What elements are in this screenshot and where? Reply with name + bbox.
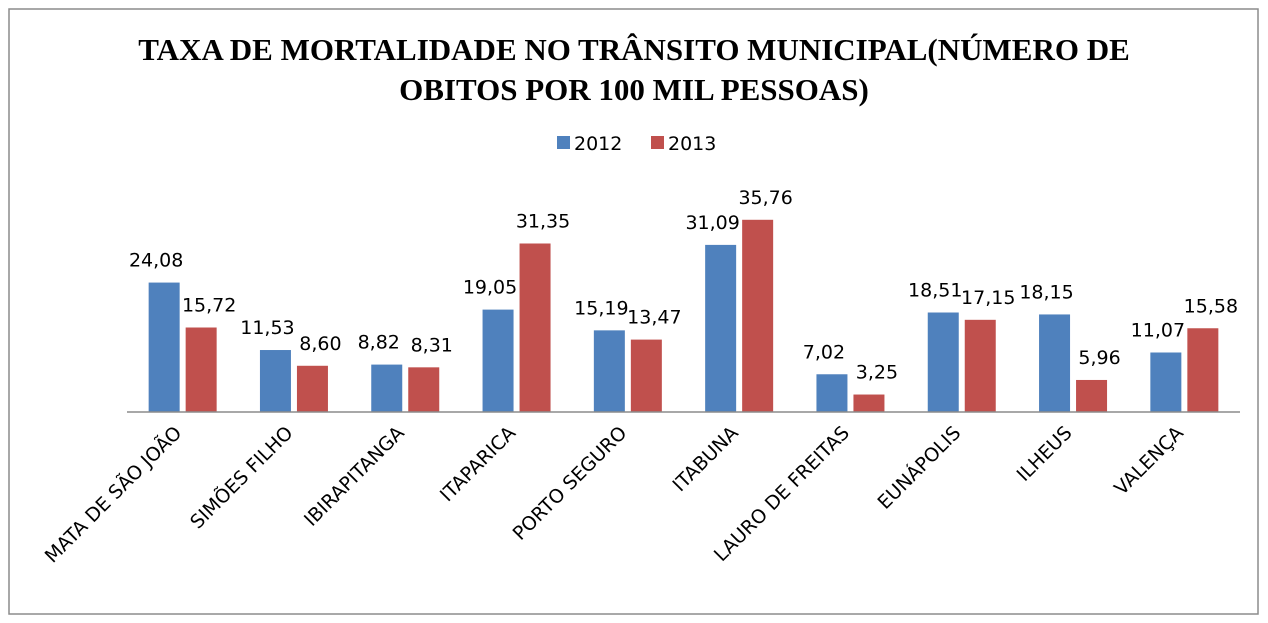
legend-swatch bbox=[557, 136, 570, 149]
data-label: 13,47 bbox=[627, 307, 681, 329]
data-label: 7,02 bbox=[803, 341, 845, 363]
data-label: 19,05 bbox=[463, 277, 517, 299]
bar bbox=[185, 327, 217, 412]
x-tick-label: IBIRAPITANGA bbox=[300, 422, 409, 531]
x-tick-label: ILHEUS bbox=[1013, 422, 1077, 486]
bar bbox=[927, 312, 959, 412]
bar bbox=[259, 350, 291, 412]
data-label: 5,96 bbox=[1078, 347, 1120, 369]
chart-border bbox=[8, 8, 1259, 615]
bar bbox=[1076, 379, 1108, 412]
data-label: 11,53 bbox=[240, 317, 294, 339]
data-label: 15,19 bbox=[574, 297, 628, 319]
data-label: 8,60 bbox=[299, 333, 341, 355]
x-tick-label: MATA DE SÃO JOÃO bbox=[40, 421, 186, 567]
bar bbox=[593, 330, 625, 412]
data-label: 18,51 bbox=[908, 280, 962, 302]
x-tick-label: SIMÕES FILHO bbox=[185, 421, 297, 533]
data-label: 11,07 bbox=[1131, 319, 1185, 341]
bar bbox=[853, 394, 885, 412]
chart-title: TAXA DE MORTALIDADE NO TRÂNSITO MUNICIPA… bbox=[138, 32, 1130, 107]
legend-label: 2012 bbox=[574, 133, 622, 155]
x-tick-label: ITABUNA bbox=[669, 422, 743, 496]
bar bbox=[742, 219, 774, 412]
data-label: 15,58 bbox=[1184, 295, 1238, 317]
bar bbox=[482, 309, 514, 412]
data-label: 31,35 bbox=[516, 210, 570, 232]
bar bbox=[296, 365, 328, 412]
data-label: 24,08 bbox=[129, 250, 183, 272]
x-tick-label: EUNÁPOLIS bbox=[873, 421, 965, 513]
bar bbox=[1039, 314, 1071, 412]
legend-swatch bbox=[651, 136, 664, 149]
legend-label: 2013 bbox=[668, 133, 716, 155]
bar bbox=[371, 364, 403, 412]
bar bbox=[408, 367, 440, 412]
bar bbox=[519, 243, 551, 412]
data-label: 3,25 bbox=[856, 362, 898, 384]
bar bbox=[816, 374, 848, 412]
data-label: 15,72 bbox=[182, 295, 236, 317]
bar bbox=[630, 339, 662, 412]
data-label: 18,15 bbox=[1019, 281, 1073, 303]
data-label: 17,15 bbox=[961, 287, 1015, 309]
bar bbox=[1150, 352, 1182, 412]
bar bbox=[1187, 328, 1219, 412]
data-label: 35,76 bbox=[738, 187, 792, 209]
bar bbox=[964, 319, 996, 412]
x-tick-label: PORTO SEGURO bbox=[509, 422, 632, 545]
data-label: 31,09 bbox=[685, 212, 739, 234]
bar bbox=[705, 244, 737, 412]
x-tick-label: ITAPARICA bbox=[436, 422, 520, 506]
bar bbox=[148, 282, 180, 412]
data-label: 8,82 bbox=[358, 332, 400, 354]
x-tick-label: VALENÇA bbox=[1110, 422, 1188, 500]
data-label: 8,31 bbox=[411, 334, 453, 356]
